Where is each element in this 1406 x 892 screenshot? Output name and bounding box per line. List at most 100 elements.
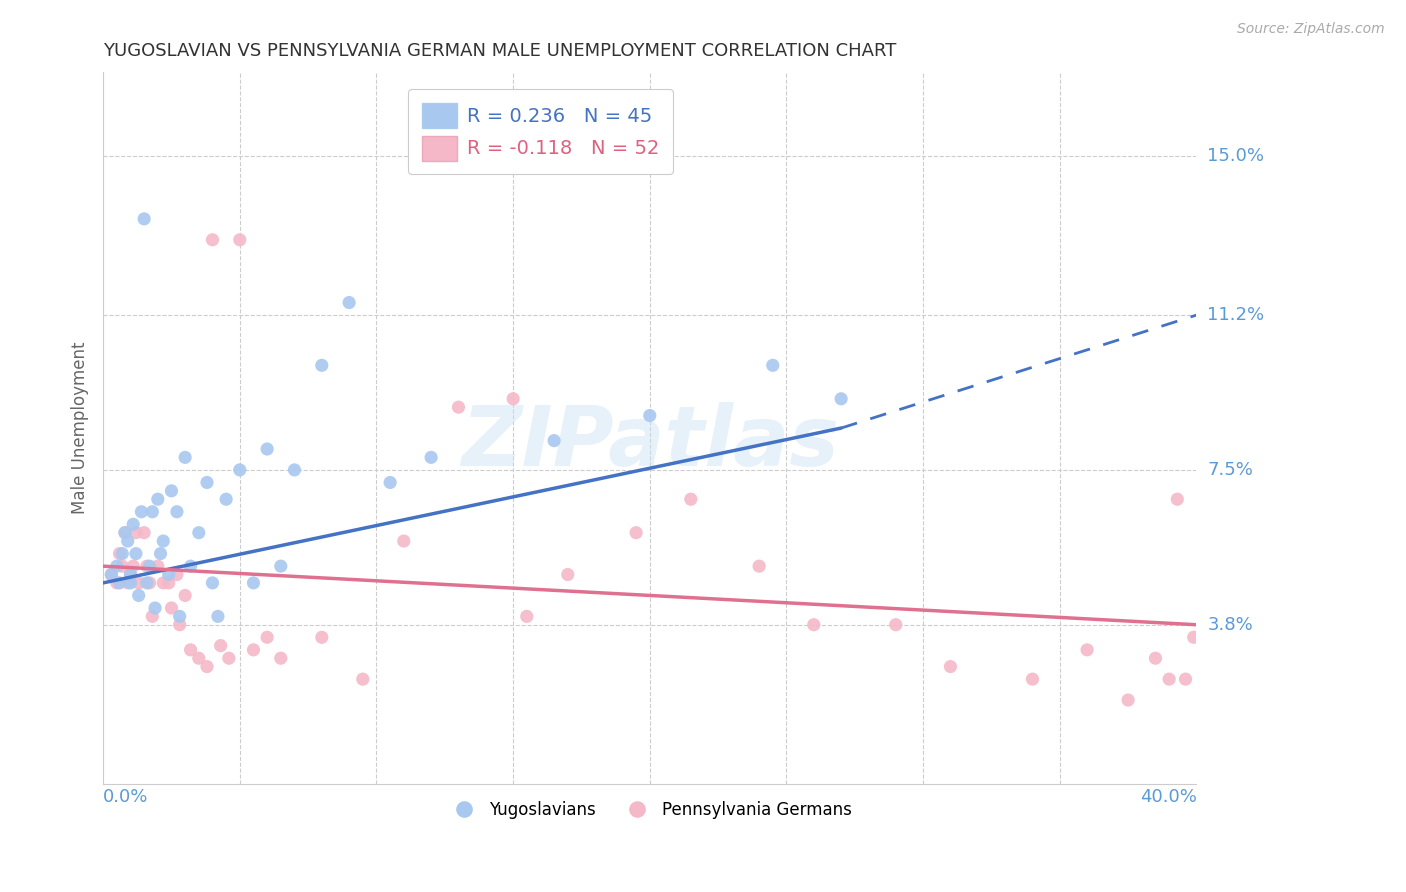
Point	[488, 153, 510, 168]
Point	[201, 575, 224, 590]
Point	[502, 392, 524, 406]
Point	[135, 575, 157, 590]
Legend: Yugoslavians, Pennsylvania Germans: Yugoslavians, Pennsylvania Germans	[440, 794, 859, 825]
Point	[135, 559, 157, 574]
Point	[229, 233, 252, 247]
Point	[117, 575, 139, 590]
Text: Source: ZipAtlas.com: Source: ZipAtlas.com	[1237, 22, 1385, 37]
Point	[748, 559, 770, 574]
Point	[100, 567, 122, 582]
Point	[270, 559, 292, 574]
Point	[105, 559, 128, 574]
Point	[195, 475, 218, 490]
Point	[229, 463, 252, 477]
Point	[187, 651, 209, 665]
Point	[679, 492, 702, 507]
Point	[939, 659, 962, 673]
Point	[114, 525, 136, 540]
Point	[557, 567, 579, 582]
Point	[187, 525, 209, 540]
Point	[311, 359, 333, 373]
Point	[152, 534, 174, 549]
Point	[1076, 643, 1098, 657]
Point	[111, 547, 134, 561]
Text: 3.8%: 3.8%	[1208, 615, 1253, 633]
Point	[638, 409, 661, 423]
Point	[311, 630, 333, 644]
Point	[270, 651, 292, 665]
Point	[337, 295, 360, 310]
Point	[108, 575, 131, 590]
Point	[803, 617, 825, 632]
Point	[166, 505, 188, 519]
Point	[160, 483, 183, 498]
Point	[141, 609, 163, 624]
Point	[134, 211, 156, 226]
Point	[209, 639, 232, 653]
Point	[884, 617, 907, 632]
Point	[762, 359, 785, 373]
Point	[174, 450, 197, 465]
Point	[100, 567, 122, 582]
Point	[392, 534, 415, 549]
Point	[180, 643, 202, 657]
Point	[120, 567, 142, 582]
Text: 11.2%: 11.2%	[1208, 306, 1264, 324]
Y-axis label: Male Unemployment: Male Unemployment	[72, 342, 89, 515]
Point	[180, 559, 202, 574]
Point	[242, 643, 264, 657]
Point	[169, 617, 191, 632]
Text: 0.0%: 0.0%	[103, 788, 149, 806]
Point	[125, 525, 148, 540]
Point	[174, 589, 197, 603]
Point	[516, 609, 538, 624]
Point	[111, 559, 134, 574]
Point	[146, 492, 169, 507]
Point	[157, 575, 180, 590]
Text: ZIPatlas: ZIPatlas	[461, 401, 839, 483]
Point	[157, 567, 180, 582]
Point	[1182, 630, 1205, 644]
Point	[378, 475, 401, 490]
Point	[543, 434, 565, 448]
Point	[1144, 651, 1167, 665]
Point	[830, 392, 852, 406]
Point	[218, 651, 240, 665]
Point	[131, 505, 153, 519]
Point	[215, 492, 238, 507]
Point	[143, 601, 166, 615]
Point	[195, 659, 218, 673]
Point	[134, 525, 156, 540]
Point	[128, 575, 150, 590]
Point	[1174, 672, 1197, 686]
Point	[352, 672, 374, 686]
Point	[242, 575, 264, 590]
Point	[141, 505, 163, 519]
Point	[120, 567, 142, 582]
Text: 15.0%: 15.0%	[1208, 147, 1264, 165]
Point	[283, 463, 305, 477]
Point	[624, 525, 647, 540]
Point	[169, 609, 191, 624]
Text: 40.0%: 40.0%	[1140, 788, 1197, 806]
Point	[1166, 492, 1188, 507]
Point	[1159, 672, 1181, 686]
Point	[166, 567, 188, 582]
Point	[256, 442, 278, 456]
Point	[420, 450, 443, 465]
Point	[122, 517, 145, 532]
Point	[207, 609, 229, 624]
Point	[447, 400, 470, 414]
Point	[120, 575, 142, 590]
Point	[160, 601, 183, 615]
Point	[117, 534, 139, 549]
Point	[256, 630, 278, 644]
Point	[125, 547, 148, 561]
Point	[138, 575, 160, 590]
Point	[146, 559, 169, 574]
Point	[138, 559, 160, 574]
Point	[128, 589, 150, 603]
Point	[108, 547, 131, 561]
Point	[105, 575, 128, 590]
Point	[152, 575, 174, 590]
